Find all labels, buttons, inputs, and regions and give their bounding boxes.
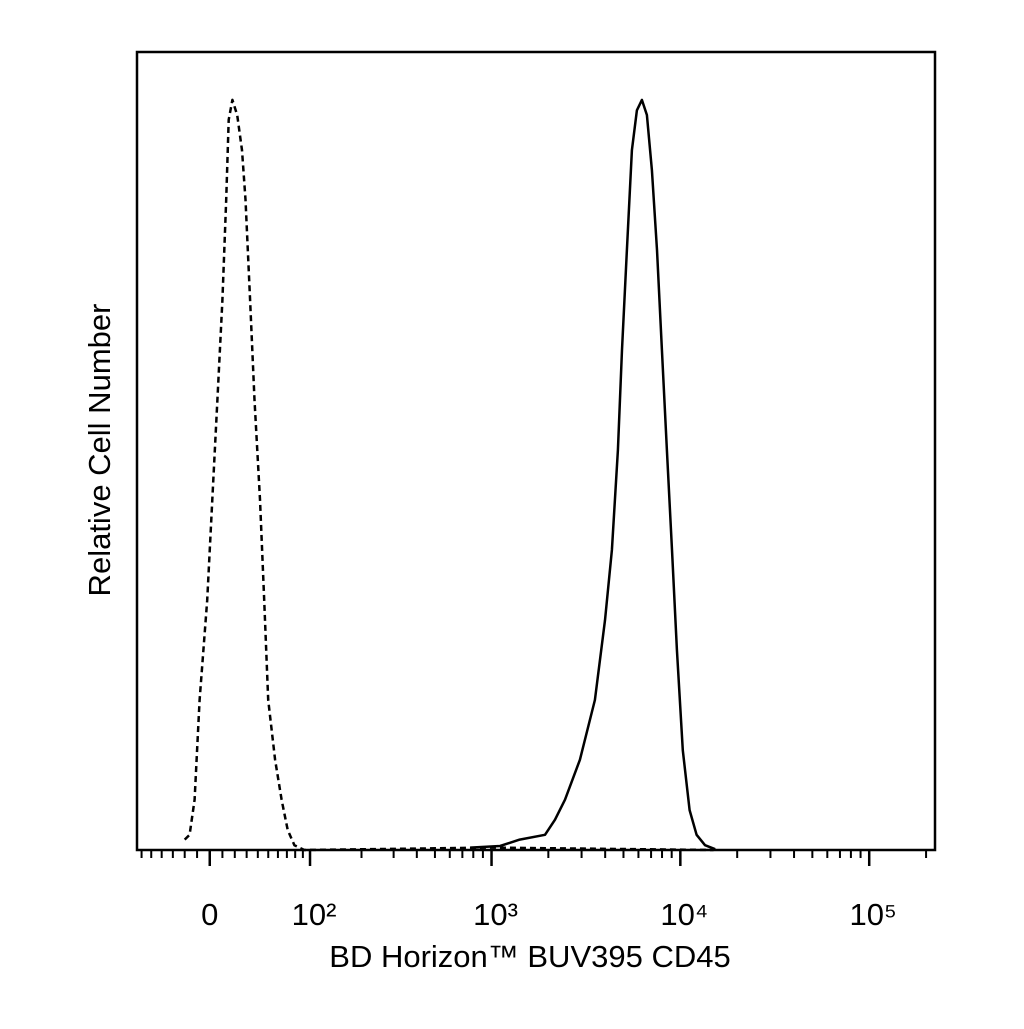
- plot-frame: [135, 50, 937, 852]
- histogram-line: [470, 98, 716, 851]
- y-axis-label: Relative Cell Number: [82, 304, 117, 597]
- x-tick-label: 0: [201, 897, 218, 932]
- x-tick-label: 10⁵: [850, 897, 897, 932]
- x-axis-label: BD Horizon™ BUV395 CD45: [329, 939, 730, 974]
- x-tick-label: 10²: [292, 897, 337, 932]
- histogram-line: [183, 98, 714, 852]
- x-tick-label: 10³: [473, 897, 518, 932]
- x-tick-label: 10⁴: [660, 897, 708, 932]
